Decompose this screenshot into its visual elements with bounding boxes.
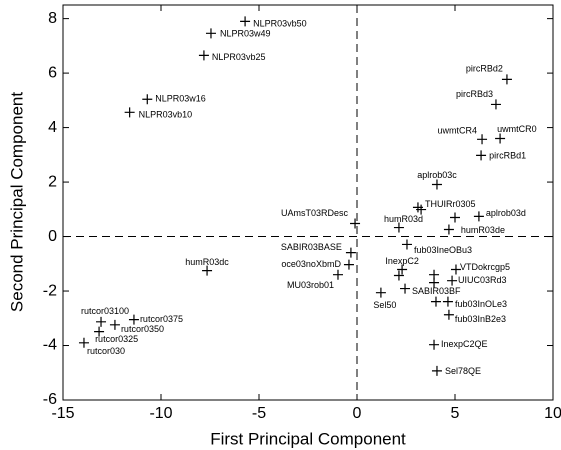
point: [501, 74, 512, 85]
point-label: SABIR03BF: [412, 286, 461, 296]
x-tick-label: -10: [149, 405, 172, 422]
point: [450, 264, 461, 275]
point-label: fub03IneOBu3: [414, 245, 472, 255]
point: [443, 224, 454, 235]
point-label: humR03d: [384, 214, 423, 224]
point: [350, 218, 361, 229]
point-label: uwmtCR0: [497, 124, 537, 134]
point: [205, 28, 216, 39]
x-tick-label: 0: [353, 405, 362, 422]
point-label: rutcor0375: [140, 314, 183, 324]
point-label: NLPR03w16: [155, 94, 206, 104]
point: [490, 99, 501, 110]
point: [416, 204, 427, 215]
point-label: Sel50: [373, 300, 396, 310]
point-label: aplrob03c: [417, 170, 457, 180]
y-tick-label: 8: [48, 10, 57, 27]
x-axis-label: First Principal Component: [210, 429, 406, 448]
point: [393, 270, 404, 281]
point: [473, 211, 484, 222]
y-tick-label: 0: [48, 228, 57, 245]
point-label: aplrob03d: [486, 208, 526, 218]
point-label: humR03dc: [185, 257, 229, 267]
point-label: rutcor0325: [95, 334, 138, 344]
y-tick-label: -2: [43, 282, 57, 299]
point: [431, 365, 442, 376]
point: [429, 339, 440, 350]
x-tick-label: 10: [544, 405, 561, 422]
point-label: NLPR03w49: [220, 29, 271, 39]
point-label: pircRBd3: [456, 89, 493, 99]
plot-frame: [62, 4, 554, 401]
point: [332, 269, 343, 280]
y-tick-label: 2: [48, 173, 57, 190]
point: [400, 283, 411, 294]
point: [450, 212, 460, 223]
point-label: NLPR03vb25: [212, 52, 266, 62]
point: [397, 264, 408, 275]
point-label: InexpC2: [385, 256, 419, 266]
point: [78, 337, 89, 348]
point: [345, 247, 356, 258]
point-label: rutcor030: [87, 346, 125, 356]
point: [431, 179, 442, 190]
point-label: NLPR03vb10: [139, 110, 193, 120]
y-tick-label: -4: [43, 337, 57, 354]
point: [495, 133, 506, 144]
y-tick-label: -6: [43, 391, 57, 408]
point: [94, 326, 105, 337]
point: [447, 275, 458, 286]
point: [109, 319, 120, 330]
point-label: Sel78QE: [445, 366, 481, 376]
point-label: NLPR03vb50: [253, 19, 307, 29]
point-label: MU03rob01: [287, 280, 334, 290]
point: [442, 296, 453, 307]
point: [142, 94, 153, 105]
point: [128, 314, 139, 325]
point-label: oce03noXbmD: [281, 259, 341, 269]
y-axis-label: Second Principal Component: [7, 92, 26, 312]
point-label: VTDokrcgp5: [460, 262, 510, 272]
x-tick-label: 5: [451, 405, 460, 422]
point: [375, 287, 386, 298]
point-label: rutcor0350: [121, 324, 164, 334]
point: [401, 239, 412, 250]
point-label: UAmsT03RDesc: [281, 208, 349, 218]
point-label: rutcor03100: [81, 306, 129, 316]
point: [96, 316, 107, 327]
point-label: humR03de: [461, 225, 505, 235]
point: [429, 277, 440, 288]
point-label: pircRBd2: [466, 64, 503, 74]
y-tick-label: 6: [48, 64, 57, 81]
x-tick-label: -15: [51, 405, 74, 422]
point: [393, 222, 404, 233]
point-label: fub03InOLe3: [455, 299, 507, 309]
point: [476, 150, 487, 161]
point: [240, 16, 251, 27]
point: [198, 50, 209, 61]
point-label: pircRBd1: [489, 151, 526, 161]
point-label: InexpC2QE: [441, 339, 488, 349]
point: [343, 259, 354, 270]
point: [443, 309, 454, 320]
point: [124, 107, 135, 118]
y-tick-label: 4: [48, 119, 57, 136]
point-label: fub03InB2e3: [455, 314, 506, 324]
point-label: UIUC03Rd3: [458, 275, 507, 285]
point: [202, 265, 213, 276]
point: [477, 134, 488, 145]
x-tick-label: -5: [252, 405, 266, 422]
point-label: uwmtCR4: [438, 126, 478, 136]
point-label: THUIRr0305: [425, 199, 476, 209]
point: [430, 296, 441, 307]
point-label: SABIR03BASE: [281, 242, 342, 252]
